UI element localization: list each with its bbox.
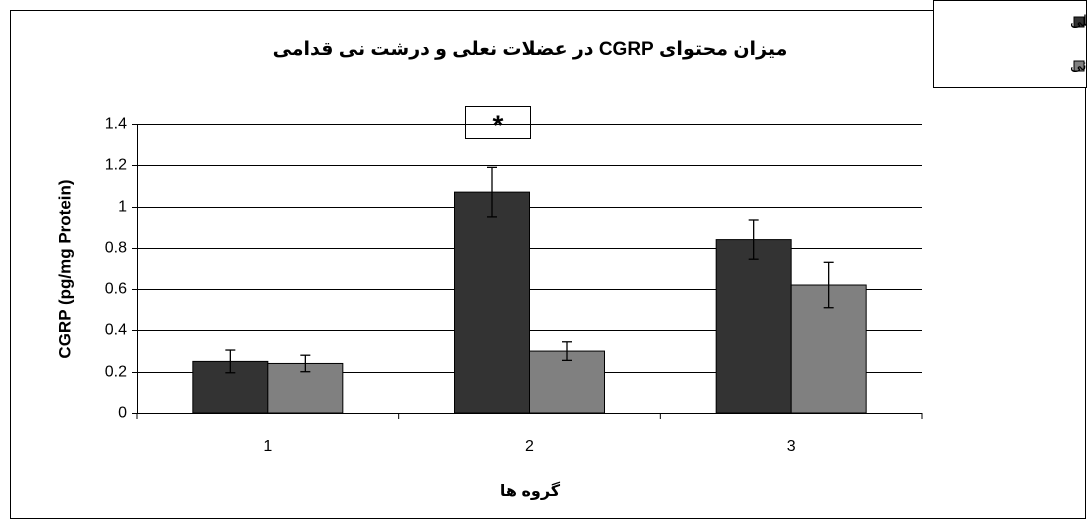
legend-label: عضله نعلی xyxy=(1070,13,1087,30)
bar xyxy=(267,362,344,414)
legend-swatch xyxy=(1073,60,1085,72)
x-tick-label: 1 xyxy=(263,438,272,455)
error-bar xyxy=(562,341,572,362)
y-tick-label: 0.8 xyxy=(105,240,127,257)
bar xyxy=(454,191,530,414)
error-bar xyxy=(823,261,834,309)
annotation-box xyxy=(465,106,531,139)
legend-box xyxy=(933,0,1087,88)
error-bar xyxy=(487,166,497,218)
bar xyxy=(529,350,605,414)
x-tick-label: 2 xyxy=(525,438,534,455)
x-axis-label: گروه ها xyxy=(500,481,561,500)
error-bar xyxy=(300,354,311,373)
error-bar xyxy=(225,349,236,374)
x-tick-label: 3 xyxy=(787,438,796,455)
y-axis-label: CGRP (pg/mg Protein) xyxy=(55,179,74,358)
y-tick-label: 1.4 xyxy=(105,116,127,133)
bar xyxy=(715,239,792,414)
y-tick-label: 1.2 xyxy=(105,157,127,174)
legend-swatch xyxy=(1073,16,1085,28)
y-tick-label: 0 xyxy=(118,405,127,422)
error-bar xyxy=(748,219,759,260)
legend-label: عضله درشت نی xyxy=(1070,57,1087,74)
chart-frame xyxy=(10,10,1086,519)
chart-title: میزان محتوای CGRP در عضلات نعلی و درشت ن… xyxy=(273,39,788,60)
y-tick-label: 0.6 xyxy=(105,281,127,298)
y-tick-label: 1 xyxy=(118,199,127,216)
y-tick-label: 0.2 xyxy=(105,364,127,381)
y-tick-label: 0.4 xyxy=(105,322,127,339)
